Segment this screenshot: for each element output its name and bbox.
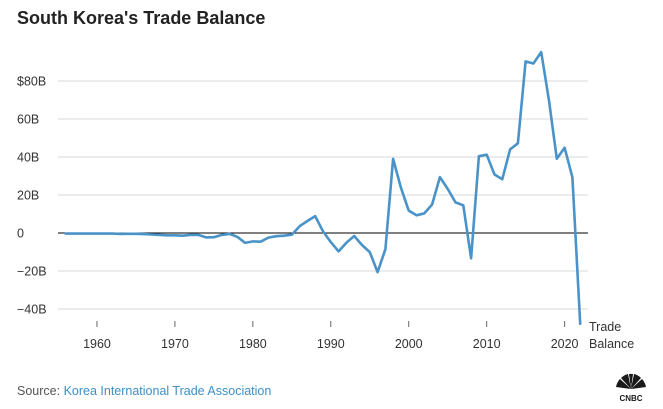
cnbc-peacock-logo-icon: CNBC — [616, 373, 646, 402]
y-tick-label: −20B — [17, 265, 47, 279]
x-tick-label: 1960 — [83, 337, 111, 351]
y-tick-label: $80B — [17, 75, 46, 89]
series-label-line: Balance — [589, 337, 634, 351]
series-end-label: Trade Balance — [589, 320, 634, 351]
y-tick-label: 40B — [17, 151, 39, 165]
y-tick-label: 60B — [17, 113, 39, 127]
logo-wordmark: CNBC — [619, 394, 642, 402]
series-label-line: Trade — [589, 320, 621, 334]
x-tick-label: 2020 — [551, 337, 579, 351]
chart-title: South Korea's Trade Balance — [17, 8, 266, 28]
x-tick-labels: 1960 1970 1980 1990 2000 2010 2020 — [83, 321, 579, 351]
grid-layer — [58, 80, 588, 310]
x-tick-label: 2010 — [473, 337, 501, 351]
source-prefix: Source: — [17, 384, 64, 398]
source-link[interactable]: Korea International Trade Association — [63, 384, 272, 398]
series-line-trade-balance — [64, 50, 582, 326]
source-note: Source: Korea International Trade Associ… — [17, 384, 271, 398]
series-label-layer: Trade Balance — [589, 320, 634, 351]
y-tick-label: 20B — [17, 189, 39, 203]
y-tick-label: −40B — [17, 303, 47, 317]
x-tick-label: 1990 — [317, 337, 345, 351]
x-tick-label: 2000 — [395, 337, 423, 351]
y-tick-labels: −40B −20B 0 20B 40B 60B $80B — [17, 75, 47, 317]
x-tick-label: 1970 — [161, 337, 189, 351]
x-tick-label: 1980 — [239, 337, 267, 351]
series-layer — [64, 50, 582, 326]
y-tick-label: 0 — [17, 227, 24, 241]
